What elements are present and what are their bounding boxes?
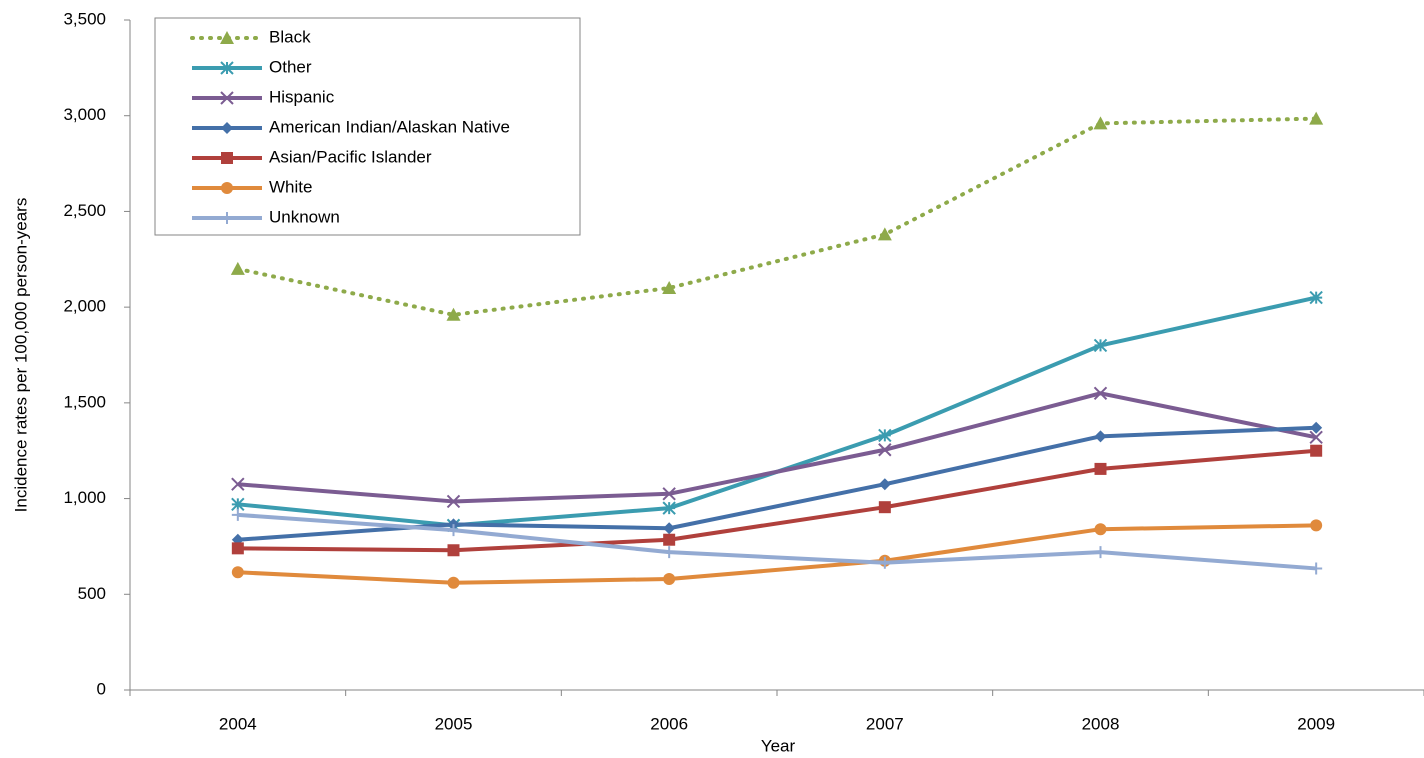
x-tick-label: 2007: [866, 714, 904, 733]
marker: [663, 522, 676, 535]
legend-label: Black: [269, 27, 311, 46]
y-tick-label: 3,500: [63, 9, 106, 28]
marker: [1093, 338, 1108, 353]
marker: [447, 524, 460, 537]
marker: [878, 556, 891, 569]
marker: [1309, 430, 1323, 445]
marker: [877, 227, 892, 241]
marker: [221, 152, 233, 164]
marker: [878, 428, 892, 443]
marker: [220, 91, 234, 105]
marker: [663, 533, 676, 546]
legend-label: White: [269, 177, 312, 196]
series-line: [237, 448, 1317, 553]
x-tick-label: 2004: [219, 714, 257, 733]
marker: [1310, 421, 1323, 434]
marker: [231, 508, 244, 521]
y-tick-label: 1,500: [63, 392, 106, 411]
marker: [231, 566, 244, 579]
marker: [447, 544, 460, 557]
marker: [662, 501, 676, 515]
marker: [446, 307, 461, 321]
y-tick-label: 500: [78, 584, 106, 603]
marker: [1310, 562, 1323, 575]
x-tick-label: 2006: [650, 714, 688, 733]
marker: [1094, 523, 1107, 536]
marker: [221, 122, 233, 134]
marker: [662, 281, 677, 294]
y-tick-label: 2,500: [63, 201, 106, 220]
marker: [1094, 430, 1107, 443]
x-tick-label: 2009: [1297, 714, 1335, 733]
marker: [1310, 444, 1323, 457]
marker: [1309, 111, 1324, 125]
marker: [878, 443, 892, 457]
y-tick-label: 2,000: [63, 297, 106, 316]
legend: Black Other Hispanic American Indian/Alaska…: [154, 17, 581, 236]
y-tick-label: 1,000: [63, 488, 106, 507]
legend-label: Other: [269, 57, 312, 76]
marker: [878, 478, 891, 491]
marker: [1093, 116, 1108, 130]
x-axis-title: Year: [761, 736, 796, 755]
marker: [446, 494, 461, 509]
marker: [231, 497, 245, 512]
series-line: [237, 391, 1317, 504]
marker: [1093, 386, 1108, 400]
y-axis-title: Incidence rates per 100,000 person-years: [11, 198, 30, 513]
marker: [221, 212, 233, 224]
marker: [220, 61, 234, 75]
series-line: [237, 295, 1317, 528]
marker: [231, 477, 245, 491]
marker: [1309, 290, 1323, 305]
marker: [663, 572, 676, 585]
x-tick-label: 2008: [1082, 714, 1120, 733]
marker: [662, 487, 676, 501]
legend-label: Unknown: [269, 207, 340, 226]
y-tick-label: 0: [97, 679, 106, 698]
marker: [1310, 519, 1323, 532]
marker: [663, 546, 676, 559]
series-line: [237, 512, 1317, 571]
marker: [221, 182, 233, 194]
series-line: [235, 116, 1319, 317]
marker: [1094, 546, 1107, 559]
marker: [230, 261, 245, 275]
marker: [447, 576, 460, 589]
marker: [878, 501, 891, 514]
x-tick-label: 2005: [435, 714, 473, 733]
series-line: [237, 523, 1317, 585]
y-tick-label: 3,000: [63, 105, 106, 124]
marker: [220, 31, 234, 44]
legend-label: Asian/Pacific Islander: [269, 147, 432, 166]
marker: [1094, 462, 1107, 475]
marker: [231, 542, 244, 555]
legend-label: Hispanic: [269, 87, 335, 106]
legend-label: American Indian/Alaskan Native: [269, 117, 510, 136]
